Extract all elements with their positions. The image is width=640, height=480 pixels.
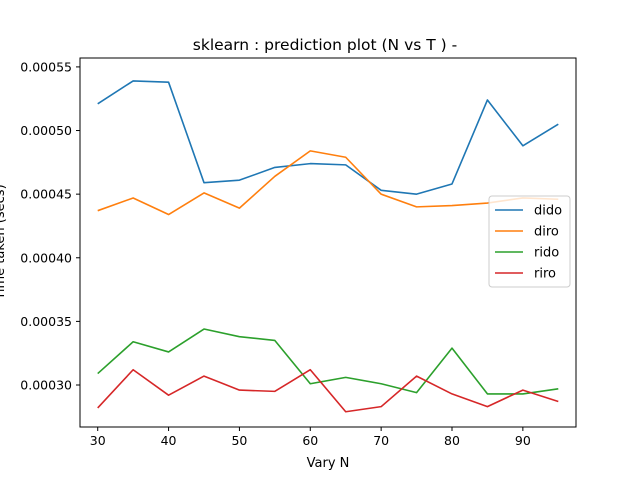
series-line-diro (97, 150, 559, 216)
legend-label-riro: riro (534, 267, 556, 282)
y-tick-label-3: 0.00045 (20, 187, 72, 202)
series-line-dido (97, 80, 559, 195)
y-tick-label-0: 0.00030 (20, 378, 72, 393)
plot-frame (79, 57, 577, 428)
x-tick-label-50: 50 (231, 433, 247, 448)
y-axis-title: Time taken (secs) (0, 184, 8, 300)
legend-label-diro: diro (534, 225, 559, 240)
chart-title: sklearn : prediction plot (N vs T ) - (193, 36, 457, 54)
x-axis-title: Vary N (307, 456, 350, 471)
x-tick-label-90: 90 (515, 433, 531, 448)
x-tick-label-30: 30 (90, 433, 106, 448)
legend-box (488, 195, 571, 288)
x-tick-label-40: 40 (161, 433, 177, 448)
x-tick-label-80: 80 (444, 433, 460, 448)
y-tick-label-1: 0.00035 (20, 314, 72, 329)
series-line-riro (97, 368, 559, 413)
y-tick-label-5: 0.00055 (20, 59, 72, 74)
legend: dido diro rido riro (488, 195, 571, 288)
y-tick-label-4: 0.00050 (20, 123, 72, 138)
x-tick-label-70: 70 (373, 433, 389, 448)
x-tick-label-60: 60 (302, 433, 318, 448)
legend-label-dido: dido (534, 204, 562, 219)
y-tick-label-2: 0.00040 (20, 250, 72, 265)
plot-area (97, 80, 559, 413)
legend-label-rido: rido (534, 246, 559, 261)
series-line-rido (97, 328, 559, 395)
